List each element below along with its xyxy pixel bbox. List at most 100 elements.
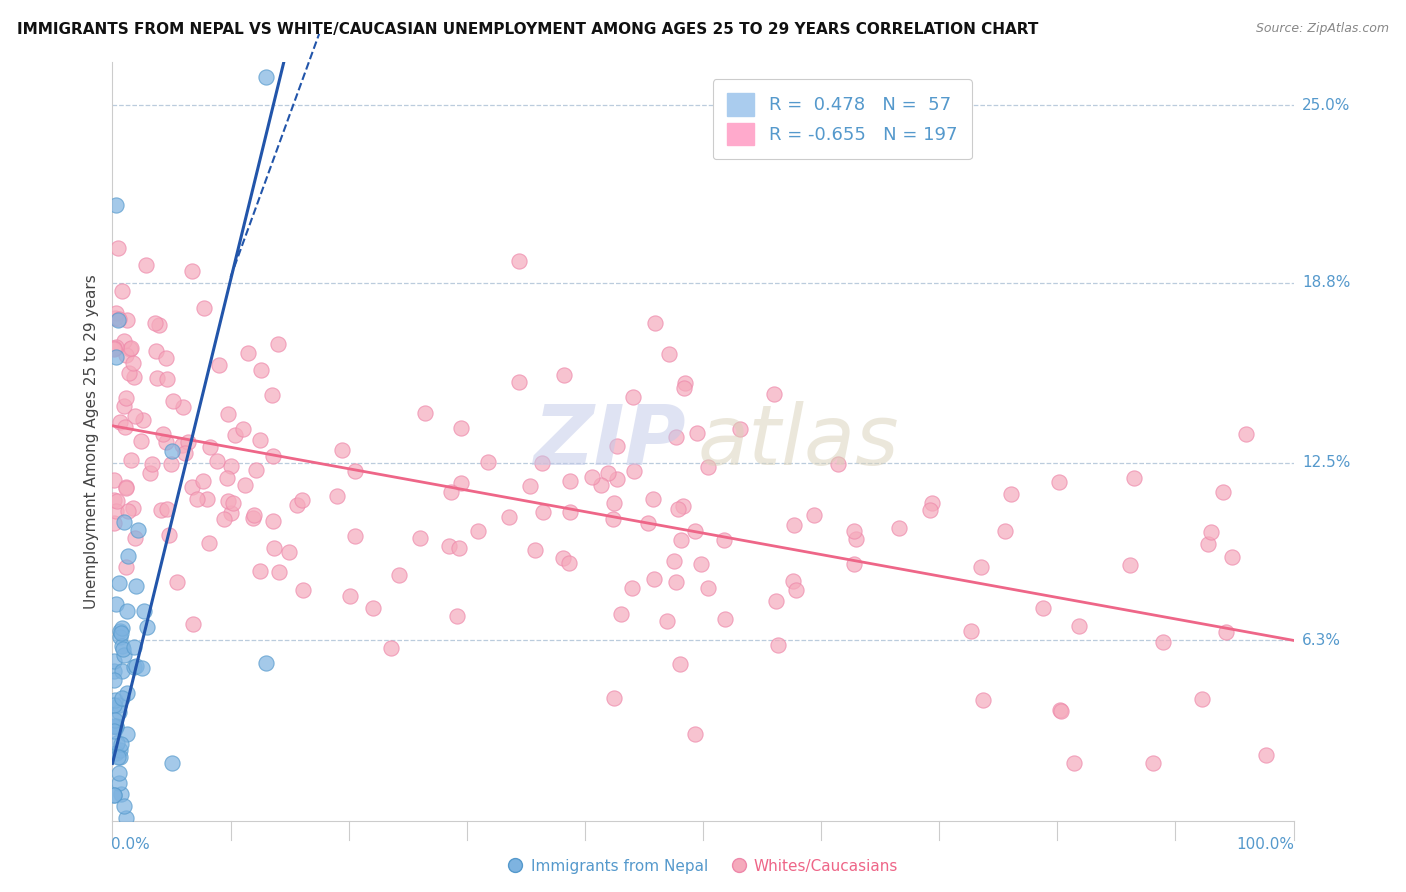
Point [235,478,257,492]
Point [148,318,170,332]
Point [124,579,146,593]
Point [110,737,132,751]
Point [409,531,432,545]
Point [292,583,315,598]
Text: Source: ZipAtlas.com: Source: ZipAtlas.com [1256,22,1389,36]
Y-axis label: Unemployment Among Ages 25 to 29 years: Unemployment Among Ages 25 to 29 years [83,274,98,609]
Point [508,253,530,268]
Point [115,313,138,327]
Point [110,625,132,640]
Point [236,346,259,360]
Point [447,541,470,555]
Text: 6.3%: 6.3% [1302,633,1341,648]
Point [200,440,222,454]
Point [104,719,127,733]
Point [972,693,994,707]
Point [921,496,943,510]
Point [683,524,706,538]
Point [641,491,664,506]
Point [269,566,291,580]
Point [606,472,628,486]
Point [121,501,143,516]
Text: 100.0%: 100.0% [1237,838,1295,853]
Point [217,407,239,421]
Point [558,556,581,570]
Point [1067,619,1090,633]
Point [103,719,125,733]
Point [1047,475,1070,489]
Point [262,388,284,402]
Point [120,453,142,467]
Point [110,788,132,802]
Point [115,391,138,405]
Point [887,520,910,534]
Point [143,316,166,330]
Point [104,713,127,727]
Point [111,665,134,679]
Point [104,310,127,325]
Point [174,446,197,460]
Point [107,241,129,255]
Point [141,457,163,471]
Point [685,727,707,741]
Point [115,604,138,618]
Point [205,454,228,468]
Text: 25.0%: 25.0% [1302,98,1350,113]
Point [112,799,135,814]
Point [124,531,146,545]
Point [131,434,153,448]
Point [960,624,983,638]
Point [1142,756,1164,771]
Point [591,478,613,492]
Point [155,351,177,365]
Point [242,511,264,525]
Point [388,568,411,582]
Point [183,617,205,632]
Point [1215,625,1237,640]
Text: 12.5%: 12.5% [1302,456,1350,470]
Point [107,750,129,764]
Text: 18.8%: 18.8% [1302,276,1350,290]
Point [156,372,179,386]
Point [122,659,145,673]
Point [291,493,314,508]
Point [114,420,136,434]
Point [177,435,200,450]
Point [219,506,242,520]
Point [623,390,645,404]
Point [664,554,686,568]
Point [637,516,659,530]
Point [287,498,309,512]
Point [105,494,128,508]
Point [110,415,132,429]
Point [621,582,644,596]
Point [104,340,127,354]
Point [103,516,125,530]
Point [606,439,628,453]
Point [105,746,128,760]
Point [103,788,125,802]
Point [111,621,134,635]
Point [112,515,135,529]
Point [669,533,692,547]
Point [105,198,128,212]
Point [139,467,162,481]
Point [105,720,128,734]
Point [1220,550,1243,565]
Point [107,313,129,327]
Point [1122,471,1144,485]
Point [697,581,720,595]
Point [103,698,125,713]
Point [108,576,131,591]
Point [1049,703,1071,717]
Point [132,604,155,618]
Point [103,341,125,355]
Point [222,496,245,510]
Point [249,564,271,578]
Point [842,557,865,571]
Point [714,612,737,626]
Point [157,528,180,542]
Point [115,810,138,824]
Point [519,479,541,493]
Point [1119,558,1142,572]
